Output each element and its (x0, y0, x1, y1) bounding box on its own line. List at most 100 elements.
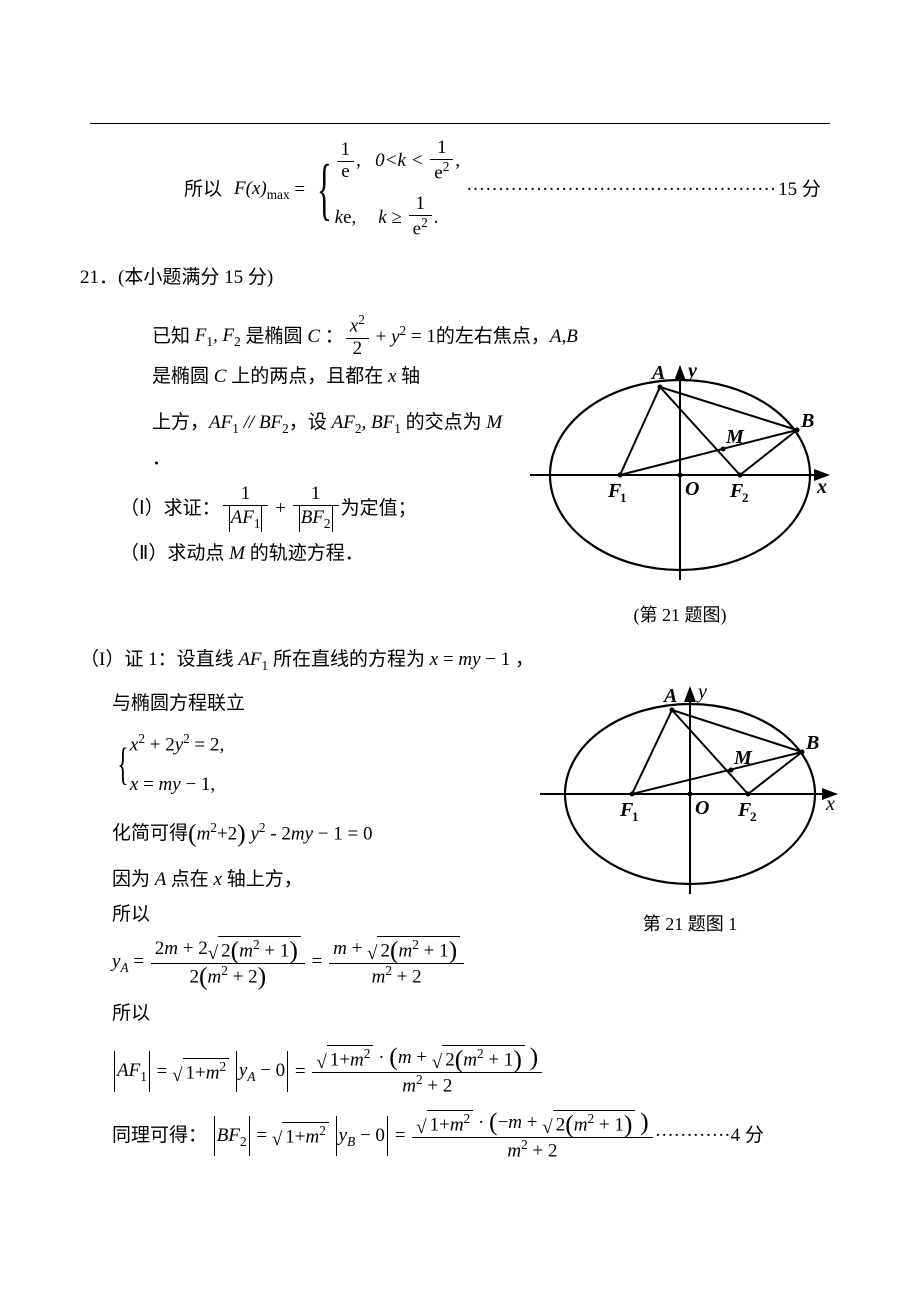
sqrt-1m2-a: √1+m2 (172, 1058, 229, 1085)
case1-cond-frac: 1e2 (430, 138, 453, 184)
full-stop: ． (152, 441, 171, 476)
sys-head: 与椭圆方程联立 (80, 686, 532, 721)
svg-text:y: y (696, 684, 707, 703)
leader-dots: ········································… (466, 172, 776, 207)
svg-text:M: M (733, 747, 753, 769)
case2-cond-a: k ≥ (378, 200, 406, 235)
part1-label: （Ⅰ）求证： (120, 491, 221, 526)
svg-text:2: 2 (742, 490, 749, 505)
system: { x2 + 2y2 = 2, x = my − 1, (80, 727, 532, 802)
C: C (303, 319, 325, 354)
hence2: 所以 (80, 996, 532, 1031)
BF2-eq: 同理可得： BF2 = √1+m2 yB − 0 = √1+m2 · (−m +… (80, 1110, 840, 1162)
simplify-line: 化简可得 (m2+2) y2 - 2my − 1 = 0 (80, 816, 532, 851)
svg-text:A: A (662, 685, 677, 707)
similarly-text: 同理可得： (112, 1118, 207, 1153)
equals: = (290, 172, 310, 207)
fig2-caption: 第 21 题图 1 (540, 908, 840, 941)
ellipse-eq: = 1 (406, 319, 436, 354)
score-4: 4 分 (731, 1118, 764, 1153)
segments: AF2, BF1 (327, 405, 406, 441)
proof-head: （I）证 1：设直线 AF1 所在直线的方程为 x = my − 1 ， (80, 642, 840, 678)
yA-frac2: m + √2(m2 + 1) m2 + 2 (329, 936, 464, 988)
fx-max-block: 所以 F(x)max = { 1e , 0<k < 1e2 , ke, k ≥ … (120, 138, 830, 240)
sys-eq2: x = my − 1, (130, 767, 224, 802)
case-1: 1e , 0<k < 1e2 , (335, 138, 460, 184)
statement-and-fig1: 上方， AF1 // BF2 ，设 AF2, BF1 的交点为 M ． （Ⅰ）求… (120, 395, 830, 632)
text-lr-foci: 的左右焦点， (436, 319, 550, 354)
svg-text:x: x (825, 793, 835, 815)
abs-yB0: yB − 0 (336, 1116, 388, 1156)
svg-text:A: A (650, 365, 665, 384)
part2-line: （Ⅱ）求动点 M 的轨迹方程． (120, 536, 522, 571)
hence-line: 所以 (80, 897, 532, 932)
system-brace: { (117, 745, 128, 784)
proof-left: 与椭圆方程联立 { x2 + 2y2 = 2, x = my − 1, 化简可得… (80, 678, 532, 1031)
figure-1: A B M F 1 F 2 O y x (第 21 题图) (530, 365, 830, 632)
piecewise-brace: { (317, 160, 332, 218)
svg-text:1: 1 (620, 490, 627, 505)
text-upper: 上方， (152, 405, 209, 440)
score-15: 15 分 (778, 172, 821, 207)
BF2-frac: √1+m2 · (−m + √2(m2 + 1) ) m2 + 2 (412, 1110, 653, 1162)
because-line: 因为 A 点在 x 轴上方， (80, 862, 532, 897)
ellipse-plus: + y2 (371, 319, 406, 354)
given-line2: 上方， AF1 // BF2 ，设 AF2, BF1 的交点为 M ． (120, 405, 522, 477)
parallel: AF1 // BF2 (209, 405, 289, 441)
case2-value: ke, (335, 200, 357, 235)
piecewise-cases: 1e , 0<k < 1e2 , ke, k ≥ 1e2 . (335, 138, 460, 240)
q21-statement: 已知 F1, F2 是椭圆 C ： x2 2 + y2 = 1 的左右焦点， A… (120, 313, 830, 632)
case2-cond-frac: 1e2 (409, 194, 432, 240)
AB: A,B (550, 319, 578, 354)
svg-text:1: 1 (632, 809, 639, 824)
yA-frac1: 2m + 2√2(m2 + 1) 2(m2 + 2) (151, 936, 305, 988)
ellipse-svg-1: A B M F 1 F 2 O y x (530, 365, 830, 595)
ellipse-frac: x2 2 (346, 313, 369, 359)
AF1-eq: AF1 = √1+m2 yA − 0 = √1+m2 · (m + √2(m2 … (80, 1045, 840, 1097)
document-page: 所以 F(x)max = { 1e , 0<k < 1e2 , ke, k ≥ … (0, 0, 920, 1300)
system-eqs: x2 + 2y2 = 2, x = my − 1, (130, 727, 224, 802)
abs-AF1: AF1 (114, 1051, 150, 1091)
svg-text:x: x (816, 476, 827, 498)
text-on-ellipse: 是椭圆 C 上的两点，且都在 x 轴 (152, 359, 420, 394)
fx-max-row: 所以 F(x)max = { 1e , 0<k < 1e2 , ke, k ≥ … (120, 138, 830, 240)
left-statement: 上方， AF1 // BF2 ，设 AF2, BF1 的交点为 M ． （Ⅰ）求… (120, 395, 522, 572)
sys-eq1: x2 + 2y2 = 2, (130, 727, 224, 762)
case-2: ke, k ≥ 1e2 . (335, 194, 460, 240)
svg-text:2: 2 (750, 809, 757, 824)
q21-statement-wrap: 已知 F1, F2 是椭圆 C ： x2 2 + y2 = 1 的左右焦点， A… (80, 313, 840, 632)
ellipse-svg-2: A B M F 1 F 2 O y x (540, 684, 840, 904)
part1-frac2: 1 BF2 (293, 484, 339, 532)
fx-lhs: F(x)max (234, 171, 290, 207)
part2-text: （Ⅱ）求动点 M 的轨迹方程． (120, 536, 364, 571)
part1-line: （Ⅰ）求证： 1 AF1 + 1 BF2 为定值； (120, 484, 522, 532)
part1-frac1: 1 AF1 (223, 484, 269, 532)
AF1-frac: √1+m2 · (m + √2(m2 + 1) ) m2 + 2 (312, 1045, 542, 1097)
yA-symbol: yA (112, 944, 129, 980)
abs-yA0: yA − 0 (236, 1051, 288, 1091)
part1-tail: 为定值； (341, 491, 417, 526)
colon: ： (325, 319, 344, 354)
fig1-caption: (第 21 题图) (530, 599, 830, 632)
q21-heading: 21．(本小题满分 15 分) (80, 260, 840, 295)
foci: F1, F2 (190, 318, 246, 354)
leader-dots-2: ············ (655, 1118, 731, 1153)
simplify-eqn: (m2+2) y2 - 2my − 1 = 0 (188, 816, 372, 851)
body-and-fig2: 与椭圆方程联立 { x2 + 2y2 = 2, x = my − 1, 化简可得… (80, 678, 840, 1031)
text-set: ，设 (289, 405, 327, 440)
yA-eq: yA = 2m + 2√2(m2 + 1) 2(m2 + 2) = m + √2… (80, 936, 532, 988)
svg-text:y: y (686, 365, 697, 382)
figure-2: A B M F 1 F 2 O y x 第 21 题图 1 (540, 684, 840, 941)
M: M (482, 405, 507, 440)
case1-value: 1e (337, 140, 355, 183)
text-intersect: 的交点为 (406, 405, 482, 440)
svg-text:M: M (725, 426, 745, 448)
header-rule (90, 123, 830, 124)
abs-BF2: BF2 (214, 1116, 250, 1156)
svg-text:O: O (695, 797, 709, 819)
proof-block: （I）证 1：设直线 AF1 所在直线的方程为 x = my − 1 ， 与椭圆… (80, 642, 840, 1162)
text-is-ellipse: 是椭圆 (246, 319, 303, 354)
q21-number: 21．(本小题满分 15 分) (80, 267, 273, 288)
fx-prefix: 所以 (184, 172, 222, 207)
case1-cond-a: 0<k < (375, 143, 428, 178)
